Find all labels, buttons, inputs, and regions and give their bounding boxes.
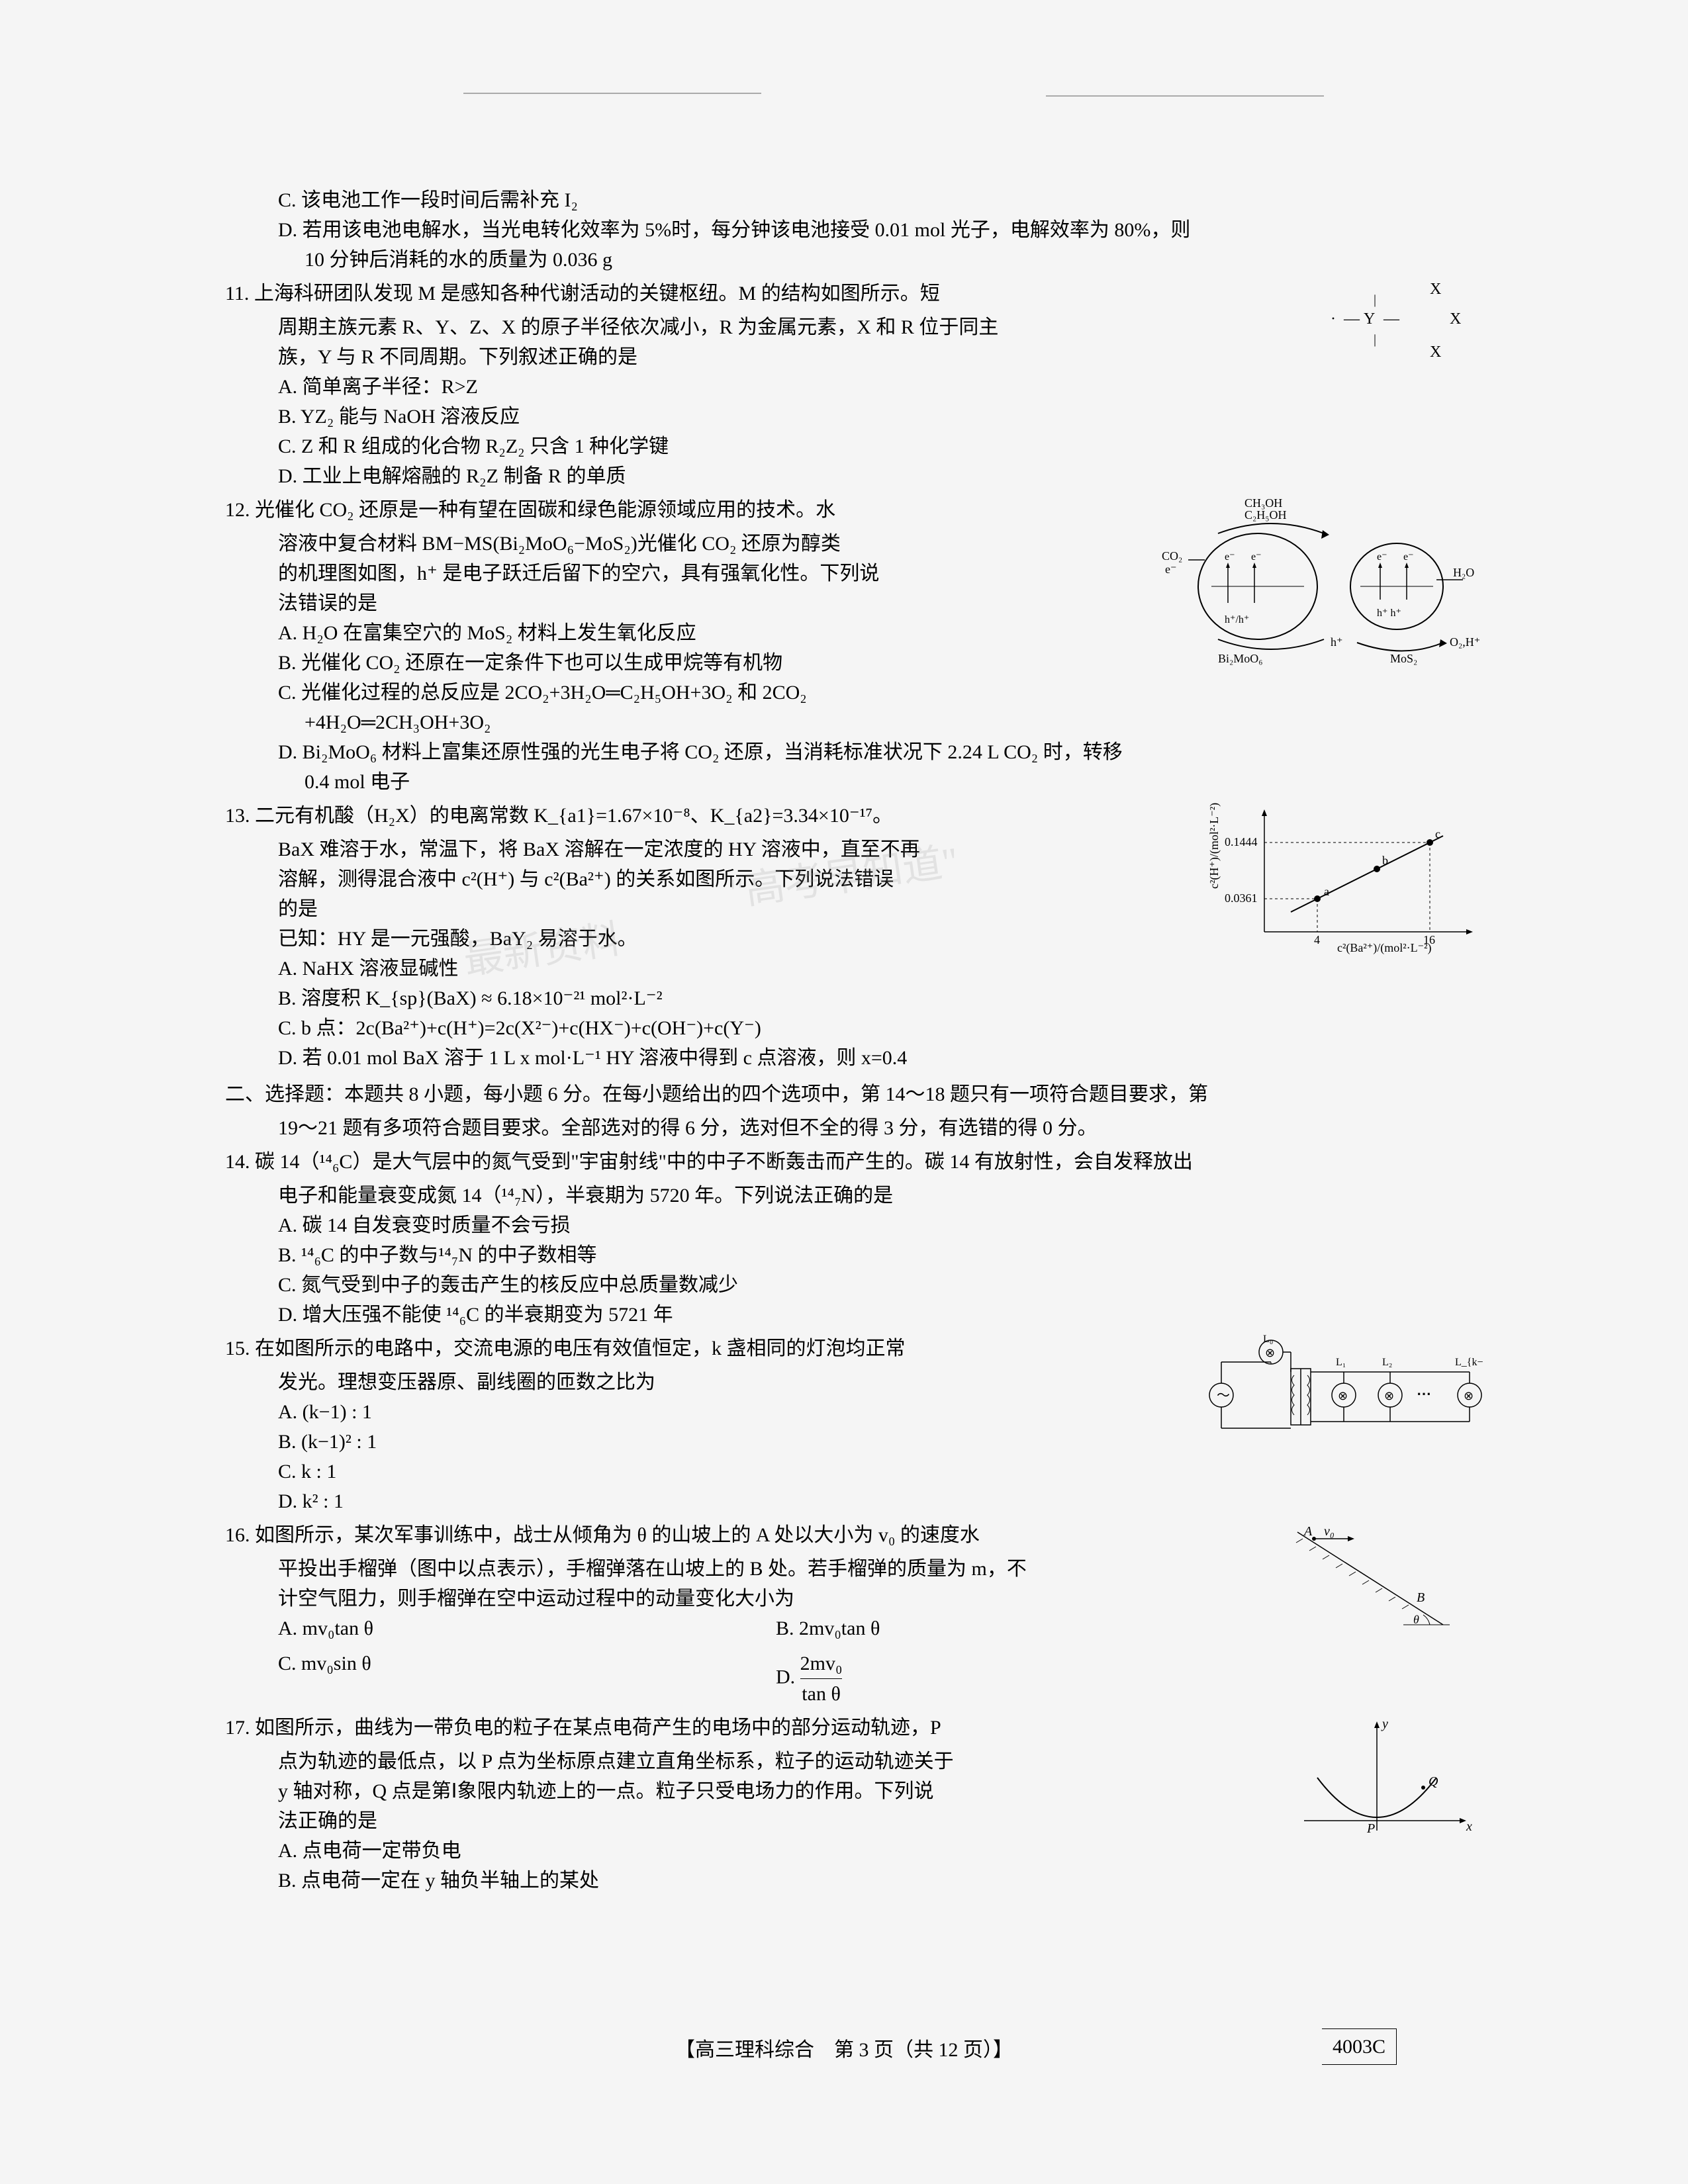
svg-text:x: x [1466, 1819, 1472, 1834]
svg-text:B: B [1417, 1590, 1425, 1605]
fig-label: X [1430, 281, 1441, 298]
svg-text:c: c [1435, 827, 1440, 841]
q11-option-b: B. YZ₂ 能与 NaOH 溶液反应 [225, 402, 1483, 432]
svg-text:L_{k−1}: L_{k−1} [1455, 1357, 1483, 1368]
svg-text:L₂: L₂ [1382, 1357, 1392, 1368]
svg-text:X: X [1450, 310, 1461, 328]
svg-text:CH₃OH: CH₃OH [1244, 496, 1282, 510]
q16-option-c: C. mv₀sin θ [278, 1649, 776, 1709]
q12-option-c-line1: C. 光催化过程的总反应是 2CO₂+3H₂O═C₂H₅OH+3O₂ 和 2CO… [225, 678, 1483, 707]
svg-text:0.1444: 0.1444 [1225, 835, 1258, 848]
svg-text:Bi₂MoO₆: Bi₂MoO₆ [1218, 652, 1263, 665]
svg-text:h⁺: h⁺ [1331, 635, 1343, 649]
svg-text:e⁻: e⁻ [1377, 551, 1387, 563]
svg-text:Y: Y [1364, 310, 1375, 328]
q12-option-d-line2: 0.4 mol 电子 [225, 767, 1483, 797]
q17-option-b: B. 点电荷一定在 y 轴负半轴上的某处 [225, 1866, 1483, 1895]
svg-text:O₂,H⁺: O₂,H⁺ [1450, 635, 1480, 649]
svg-text:·: · [1331, 310, 1336, 328]
q10-option-d-line2: 10 分钟后消耗的水的质量为 0.036 g [225, 245, 1483, 275]
q13-option-c: C. b 点：2c(Ba²⁺)+c(H⁺)=2c(X²⁻)+c(HX⁻)+c(O… [225, 1013, 1483, 1043]
q13-option-d: D. 若 0.01 mol BaX 溶于 1 L x mol·L⁻¹ HY 溶液… [225, 1043, 1483, 1073]
svg-text:e⁻: e⁻ [1225, 551, 1235, 563]
q10-option-d-line1: D. 若用该电池电解水，当光电转化效率为 5%时，每分钟该电池接受 0.01 m… [225, 215, 1483, 245]
svg-text:⊗: ⊗ [1338, 1389, 1348, 1402]
svg-text:h⁺/h⁺: h⁺/h⁺ [1225, 614, 1249, 625]
q10-option-c: C. 该电池工作一段时间后需补充 I₂ [225, 185, 1483, 215]
svg-text:Q: Q [1429, 1774, 1438, 1789]
q14-option-d: D. 增大压强不能使 ¹⁴₆C 的半衰期变为 5721 年 [225, 1300, 1483, 1330]
page-content: C. 该电池工作一段时间后需补充 I₂ D. 若用该电池电解水，当光电转化效率为… [225, 185, 1483, 1895]
q14-line2: 电子和能量衰变成氮 14（¹⁴₇N），半衰期为 5720 年。下列说法正确的是 [225, 1181, 1483, 1210]
q16-option-d: D. 2mv₀tan θ [776, 1649, 1274, 1709]
q12-option-c-line2: +4H₂O═2CH₃OH+3O₂ [225, 707, 1483, 737]
q14-line1: 14. 碳 14（¹⁴₆C）是大气层中的氮气受到"宇宙射线"中的中子不断轰击而产… [225, 1147, 1483, 1177]
section2-line2: 19～21 题有多项符合题目要求。全部选对的得 6 分，选对但不全的得 3 分，… [225, 1113, 1483, 1143]
svg-text:|: | [1374, 332, 1376, 347]
q13-option-b: B. 溶度积 K_{sp}(BaX) ≈ 6.18×10⁻²¹ mol²·L⁻² [225, 983, 1483, 1013]
page-code: 4003C [1322, 2028, 1397, 2065]
q12-figure: CH₃OH C₂H₅OH CO₂ e⁻ e⁻ e⁻ e⁻ e⁻ h⁺/h⁺ h⁺ [1152, 494, 1483, 666]
svg-text:c²(Ba²⁺)/(mol²·L⁻²): c²(Ba²⁺)/(mol²·L⁻²) [1337, 941, 1432, 955]
svg-text:c²(H⁺)/(mol²·L⁻²): c²(H⁺)/(mol²·L⁻²) [1207, 803, 1221, 889]
q11-option-d: D. 工业上电解熔融的 R₂Z 制备 R 的单质 [225, 461, 1483, 491]
section2-line1: 二、选择题：本题共 8 小题，每小题 6 分。在每小题给出的四个选项中，第 14… [225, 1079, 1483, 1109]
svg-text:e⁻: e⁻ [1251, 551, 1262, 563]
q17-figure: y x Q P [1284, 1711, 1483, 1844]
svg-text:CO₂: CO₂ [1162, 549, 1182, 563]
q14-option-b: B. ¹⁴₆C 的中子数与¹⁴₇N 的中子数相等 [225, 1240, 1483, 1270]
svg-text:—: — [1343, 310, 1360, 328]
svg-text:e⁻: e⁻ [1165, 563, 1177, 576]
svg-text:v₀: v₀ [1324, 1524, 1335, 1539]
svg-text:—: — [1383, 310, 1400, 328]
q11-line1: 11. 上海科研团队发现 M 是感知各种代谢活动的关键枢纽。M 的结构如图所示。… [225, 279, 1483, 308]
q15-figure: ～ ⊗ L₀ ⊗ L₁ ⊗ [1192, 1332, 1483, 1445]
q13-figure: c²(H⁺)/(mol²·L⁻²) c²(Ba²⁺)/(mol²·L⁻²) 0.… [1205, 799, 1483, 958]
svg-text:a: a [1324, 885, 1329, 898]
q16-figure: A v₀ B θ [1284, 1519, 1483, 1651]
svg-text:y: y [1381, 1717, 1388, 1731]
q12-option-d-line1: D. Bi₂MoO₆ 材料上富集还原性强的光生电子将 CO₂ 还原，当消耗标准状… [225, 737, 1483, 767]
svg-text:C₂H₅OH: C₂H₅OH [1244, 508, 1287, 522]
svg-text:16: 16 [1423, 933, 1435, 946]
svg-text:b: b [1382, 854, 1388, 867]
svg-text:⊗: ⊗ [1464, 1389, 1474, 1402]
q11-option-c: C. Z 和 R 组成的化合物 R₂Z₂ 只含 1 种化学键 [225, 432, 1483, 461]
svg-text:4: 4 [1314, 933, 1320, 946]
svg-text:L₀: L₀ [1263, 1334, 1273, 1345]
q11-line3: 族，Y 与 R 不同周期。下列叙述正确的是 [225, 342, 1483, 372]
q16-option-b: B. 2mv₀tan θ [776, 1614, 1274, 1643]
q11-line2: 周期主族元素 R、Y、Z、X 的原子半径依次减小，R 为金属元素，X 和 R 位… [225, 312, 1483, 342]
q14-option-c: C. 氮气受到中子的轰击产生的核反应中总质量数减少 [225, 1270, 1483, 1300]
q11-figure: X · — Y — X X | | [1311, 277, 1483, 363]
svg-text:0.0361: 0.0361 [1225, 891, 1258, 905]
q16-option-a: A. mv₀tan θ [278, 1614, 776, 1643]
svg-text:MoS₂: MoS₂ [1390, 652, 1417, 665]
q14-option-a: A. 碳 14 自发衰变时质量不会亏损 [225, 1210, 1483, 1240]
svg-text:θ: θ [1413, 1613, 1419, 1626]
svg-text:|: | [1374, 293, 1376, 307]
q15-option-c: C. k : 1 [225, 1457, 1483, 1486]
svg-text:⋯: ⋯ [1417, 1385, 1431, 1402]
svg-text:X: X [1430, 343, 1441, 361]
svg-text:⊗: ⊗ [1265, 1346, 1275, 1359]
svg-text:P: P [1366, 1821, 1375, 1836]
svg-text:～: ～ [1217, 1388, 1230, 1403]
svg-text:e⁻: e⁻ [1403, 551, 1414, 563]
svg-text:H₂O: H₂O [1453, 566, 1474, 579]
page-footer: 【高三理科综合 第 3 页（共 12 页）】 [0, 2035, 1688, 2065]
svg-text:h⁺ h⁺: h⁺ h⁺ [1377, 608, 1401, 619]
svg-text:⊗: ⊗ [1384, 1389, 1394, 1402]
q15-option-d: D. k² : 1 [225, 1486, 1483, 1516]
q11-option-a: A. 简单离子半径：R>Z [225, 372, 1483, 402]
svg-text:L₁: L₁ [1336, 1357, 1346, 1368]
